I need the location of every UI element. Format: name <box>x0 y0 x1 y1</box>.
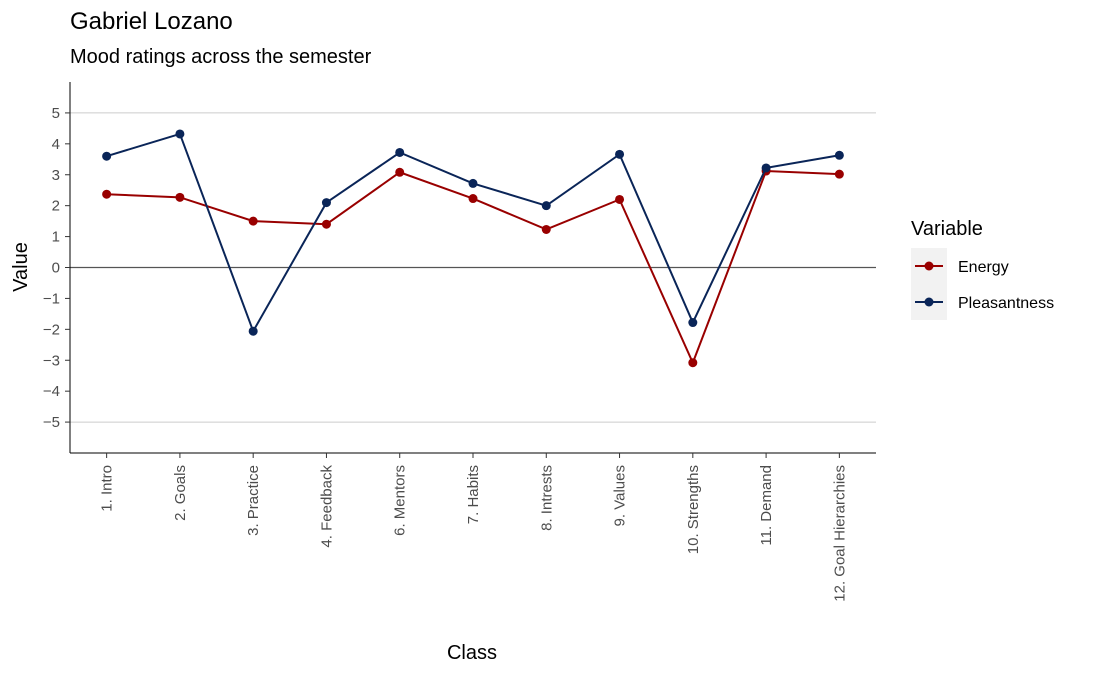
legend-items: Energy Pleasantness <box>915 259 1054 312</box>
legend-key-point <box>924 297 934 307</box>
data-point-pleasantness <box>834 150 844 160</box>
x-tick-label: 10. Strengths <box>685 465 702 554</box>
data-point-pleasantness <box>102 151 112 161</box>
data-point-pleasantness <box>395 147 405 157</box>
x-tick-label: 3. Practice <box>245 465 262 536</box>
legend-item-energy: Energy <box>915 259 1009 276</box>
y-tick-label: 0 <box>52 260 60 277</box>
x-axis-title: Class <box>447 642 497 664</box>
chart-subtitle: Mood ratings across the semester <box>70 46 372 68</box>
chart-title: Gabriel Lozano <box>70 8 233 35</box>
y-tick-label: 3 <box>52 167 60 184</box>
x-tick-label: 7. Habits <box>465 465 482 524</box>
y-tick-label: 1 <box>52 229 60 246</box>
data-point-energy <box>834 169 844 179</box>
y-axis-title: Value <box>10 242 32 292</box>
gridlines <box>70 112 876 423</box>
series-pleasantness <box>102 129 844 336</box>
data-point-energy <box>615 194 625 204</box>
data-point-energy <box>321 219 331 229</box>
y-tick-label: −1 <box>43 290 60 307</box>
data-point-pleasantness <box>321 198 331 208</box>
legend-title: Variable <box>911 218 983 240</box>
data-point-energy <box>248 216 258 226</box>
data-point-pleasantness <box>175 129 185 139</box>
y-tick-label: 2 <box>52 198 60 215</box>
x-tick-label: 9. Values <box>612 465 629 526</box>
series-line-pleasantness <box>106 132 840 334</box>
legend: Variable Energy Pleasantness <box>911 218 1054 320</box>
y-tick-label: −5 <box>43 414 60 431</box>
data-point-energy <box>541 224 551 234</box>
legend-label: Energy <box>958 259 1009 276</box>
y-tick-label: −2 <box>43 321 60 338</box>
x-tick-label: 1. Intro <box>99 465 116 512</box>
y-tick-label: −4 <box>43 383 60 400</box>
data-point-energy <box>102 189 112 199</box>
y-axis-ticks: 5 4 3 2 1 0 −1 −2 −3 −4 −5 <box>43 105 70 431</box>
data-point-pleasantness <box>761 163 771 173</box>
data-point-energy <box>175 192 185 202</box>
y-tick-label: 4 <box>52 136 60 153</box>
x-tick-label: 6. Mentors <box>392 465 409 536</box>
x-tick-label: 11. Demand <box>758 465 775 546</box>
legend-key-point <box>924 261 934 271</box>
legend-key-background <box>911 248 947 320</box>
data-point-pleasantness <box>468 178 478 188</box>
x-tick-label: 8. Intrests <box>538 465 555 531</box>
data-point-pleasantness <box>688 318 698 328</box>
data-point-pleasantness <box>248 326 258 336</box>
data-point-energy <box>688 358 698 368</box>
y-tick-label: −3 <box>43 352 60 369</box>
data-point-energy <box>468 194 478 204</box>
data-point-energy <box>395 167 405 177</box>
x-axis-ticks: 1. Intro 2. Goals 3. Practice 4. Feedback 6.… <box>99 453 848 602</box>
x-tick-label: 12. Goal Hierarchies <box>831 465 848 602</box>
legend-item-pleasantness: Pleasantness <box>915 295 1054 312</box>
data-point-pleasantness <box>541 201 551 211</box>
series-energy <box>102 166 844 368</box>
legend-label: Pleasantness <box>958 295 1054 312</box>
x-tick-label: 2. Goals <box>172 465 189 521</box>
x-tick-label: 4. Feedback <box>318 465 335 548</box>
y-tick-label: 5 <box>52 105 60 122</box>
data-point-pleasantness <box>615 149 625 159</box>
series-layer <box>102 129 844 368</box>
